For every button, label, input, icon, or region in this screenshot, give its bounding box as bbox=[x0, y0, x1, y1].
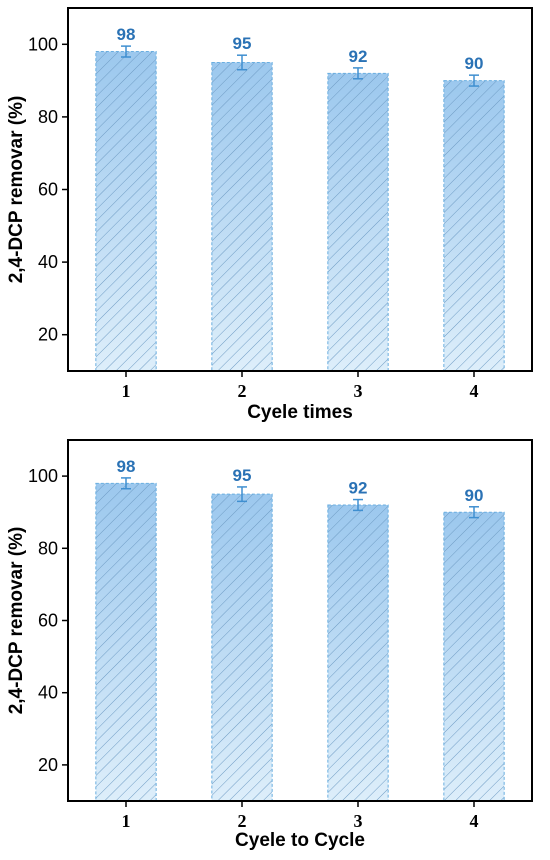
y-tick-label: 60 bbox=[38, 611, 58, 631]
y-tick-label: 60 bbox=[38, 180, 58, 200]
x-tick-label: 3 bbox=[354, 811, 363, 831]
x-tick-label: 2 bbox=[238, 381, 247, 401]
data-label: 92 bbox=[349, 47, 368, 66]
x-tick-label: 1 bbox=[122, 811, 131, 831]
data-label: 92 bbox=[349, 479, 368, 498]
y-tick-label: 20 bbox=[38, 325, 58, 345]
bar bbox=[443, 80, 505, 372]
y-axis-title: 2,4-DCP removar (%) bbox=[6, 527, 27, 715]
bar bbox=[327, 504, 389, 802]
y-tick-label: 100 bbox=[28, 466, 58, 486]
y-tick-label: 80 bbox=[38, 107, 58, 127]
bar bbox=[95, 51, 157, 372]
y-tick-label: 40 bbox=[38, 683, 58, 703]
x-tick-label: 2 bbox=[238, 811, 247, 831]
chart-panel-1: 98 1 95 2 92 3 90 4 20 40 60 80 100 Cyele times 2,4-DC… bbox=[6, 7, 533, 423]
y-tick-label: 20 bbox=[38, 755, 58, 775]
bar bbox=[327, 72, 389, 372]
bar bbox=[211, 61, 273, 372]
data-label: 95 bbox=[233, 466, 252, 485]
y-tick-label: 40 bbox=[38, 252, 58, 272]
y-tick-label: 100 bbox=[28, 34, 58, 54]
bar bbox=[95, 482, 157, 802]
x-axis-title: Cyele to Cycle bbox=[235, 830, 365, 851]
bar bbox=[443, 511, 505, 802]
x-tick-label: 3 bbox=[354, 381, 363, 401]
data-label: 98 bbox=[117, 25, 136, 44]
x-tick-label: 1 bbox=[122, 381, 131, 401]
data-label: 90 bbox=[465, 486, 484, 505]
data-label: 90 bbox=[465, 54, 484, 73]
bar bbox=[211, 493, 273, 802]
data-label: 98 bbox=[117, 457, 136, 476]
y-tick-label: 80 bbox=[38, 538, 58, 558]
x-axis-title: Cyele times bbox=[247, 402, 353, 423]
x-tick-label: 4 bbox=[470, 811, 479, 831]
chart-panel-2: 98 1 95 2 92 3 90 4 20 40 60 80 100 Cyele to Cycle 2,4… bbox=[6, 439, 533, 851]
data-label: 95 bbox=[233, 34, 252, 53]
x-tick-label: 4 bbox=[470, 381, 479, 401]
y-axis-title: 2,4-DCP removar (%) bbox=[6, 96, 27, 284]
